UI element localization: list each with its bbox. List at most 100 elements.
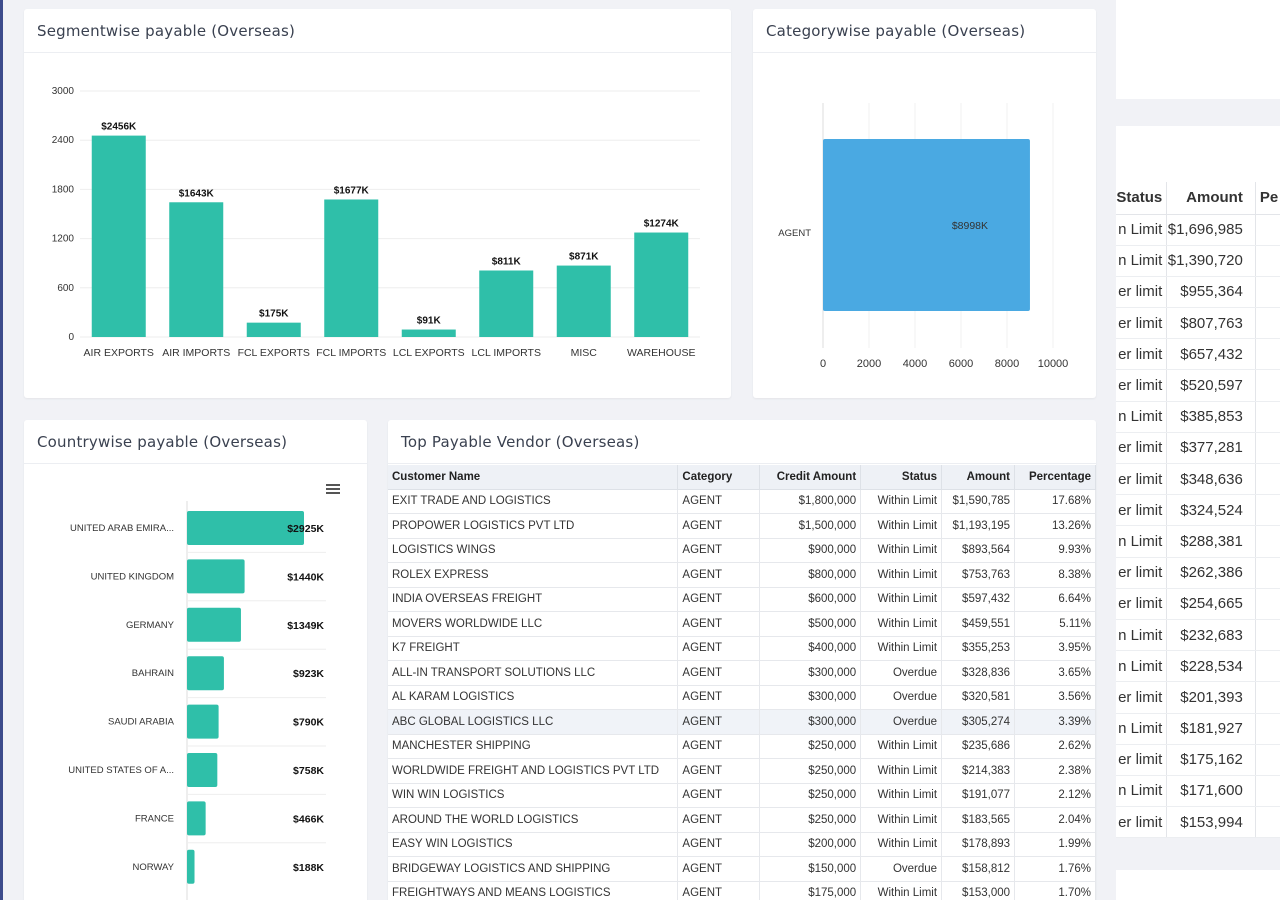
table-row[interactable]: PROPOWER LOGISTICS PVT LTD AGENT $1,500,00… — [388, 513, 1096, 539]
cell-status: Within Limit — [860, 881, 943, 900]
col-amount[interactable]: Amount — [941, 465, 1016, 490]
table-row[interactable]: er limit $324,524 — [1116, 494, 1280, 527]
table-row[interactable]: n Limit $1,390,720 — [1116, 245, 1280, 277]
x-tick-label: 0 — [820, 358, 826, 370]
table-row[interactable]: er limit $262,386 — [1116, 557, 1280, 589]
cell-credit-amount: $300,000 — [759, 685, 862, 710]
country-label: BAHRAIN — [132, 668, 174, 679]
cell-status: er limit — [1116, 338, 1168, 371]
country-bar — [187, 801, 206, 836]
table-row[interactable]: BRIDGEWAY LOGISTICS AND SHIPPING AGENT $15… — [388, 856, 1096, 882]
cell-percentage — [1255, 369, 1280, 402]
cell-amount: $153,000 — [941, 881, 1016, 900]
table-row[interactable]: er limit $254,665 — [1116, 588, 1280, 620]
cell-category: AGENT — [677, 489, 761, 514]
table-row[interactable]: EASY WIN LOGISTICS AGENT $200,000 Within Li… — [388, 832, 1096, 857]
cell-status: n Limit — [1116, 619, 1168, 652]
cell-category: AGENT — [677, 758, 761, 784]
cell-status: er limit — [1116, 463, 1168, 496]
col-category[interactable]: Category — [677, 465, 761, 490]
cell-amount: $178,893 — [941, 832, 1016, 857]
cell-customer-name: AROUND THE WORLD LOGISTICS — [388, 807, 679, 833]
bar-value-label: $175K — [259, 309, 289, 320]
cell-customer-name: LOGISTICS WINGS — [388, 538, 679, 563]
cell-amount: $1,390,720 — [1166, 245, 1256, 277]
cell-category: AGENT — [677, 636, 761, 661]
table-row[interactable]: n Limit $232,683 — [1116, 619, 1280, 652]
col-percentage[interactable]: Percentage — [1014, 465, 1096, 490]
cell-amount: $262,386 — [1166, 557, 1256, 589]
table-row[interactable]: FREIGHTWAYS AND MEANS LOGISTICS AGENT $175… — [388, 881, 1096, 900]
table-row[interactable]: K7 FREIGHT AGENT $400,000 Within Limit $355,… — [388, 636, 1096, 661]
table-row[interactable]: er limit $520,597 — [1116, 369, 1280, 402]
cell-percentage: 2.04% — [1014, 807, 1096, 833]
cell-percentage — [1255, 463, 1280, 496]
table-row[interactable]: n Limit $181,927 — [1116, 713, 1280, 745]
table-row[interactable]: WORLDWIDE FREIGHT AND LOGISTICS PVT LTD A… — [388, 758, 1096, 784]
cell-amount: $385,853 — [1166, 401, 1256, 433]
country-label: FRANCE — [135, 813, 174, 824]
table-row[interactable]: LOGISTICS WINGS AGENT $900,000 Within Limit… — [388, 538, 1096, 563]
table-row[interactable]: n Limit $385,853 — [1116, 401, 1280, 433]
table-row[interactable]: n Limit $288,381 — [1116, 525, 1280, 558]
y-tick-label: 1800 — [52, 184, 75, 195]
right-col-amount[interactable]: Amount — [1166, 182, 1256, 215]
table-row[interactable]: AL KARAM LOGISTICS AGENT $300,000 Overdue $3… — [388, 685, 1096, 710]
table-row[interactable]: ALL-IN TRANSPORT SOLUTIONS LLC AGENT $300,… — [388, 660, 1096, 686]
bar-agent — [823, 139, 1030, 311]
y-category-label: AGENT — [778, 228, 811, 239]
cell-percentage — [1255, 619, 1280, 652]
bar-fcl-imports — [324, 199, 379, 337]
table-row[interactable]: n Limit $171,600 — [1116, 775, 1280, 808]
table-row[interactable]: MANCHESTER SHIPPING AGENT $250,000 Within L… — [388, 734, 1096, 759]
table-row[interactable]: ROLEX EXPRESS AGENT $800,000 Within Limit $7… — [388, 562, 1096, 588]
table-row[interactable]: er limit $955,364 — [1116, 276, 1280, 309]
bar-air-imports — [169, 202, 224, 337]
right-col-status[interactable]: Status — [1116, 182, 1168, 215]
table-row[interactable]: WIN WIN LOGISTICS AGENT $250,000 Within Lim… — [388, 783, 1096, 808]
bar-value-label: $1643K — [179, 188, 215, 199]
col-status[interactable]: Status — [860, 465, 943, 490]
right-col-percentage[interactable]: Pe — [1255, 182, 1280, 215]
table-row[interactable]: ABC GLOBAL LOGISTICS LLC AGENT $300,000 Ove… — [388, 709, 1096, 735]
table-row[interactable]: er limit $348,636 — [1116, 463, 1280, 496]
table-row[interactable]: er limit $807,763 — [1116, 307, 1280, 340]
col-customer-name[interactable]: Customer Name — [388, 465, 679, 490]
cell-amount: $348,636 — [1166, 463, 1256, 496]
cell-percentage: 1.99% — [1014, 832, 1096, 857]
table-row[interactable]: er limit $377,281 — [1116, 432, 1280, 465]
cell-credit-amount: $800,000 — [759, 562, 862, 588]
y-tick-label: 2400 — [52, 135, 75, 146]
table-row[interactable]: INDIA OVERSEAS FREIGHT AGENT $600,000 Withi… — [388, 587, 1096, 612]
table-row[interactable]: AROUND THE WORLD LOGISTICS AGENT $250,000 W… — [388, 807, 1096, 833]
cell-customer-name: FREIGHTWAYS AND MEANS LOGISTICS — [388, 881, 679, 900]
table-row[interactable]: er limit $201,393 — [1116, 681, 1280, 714]
right-table-header: Status Amount Pe — [1116, 182, 1280, 215]
table-row[interactable]: EXIT TRADE AND LOGISTICS AGENT $1,800,000 W… — [388, 489, 1096, 514]
table-row[interactable]: n Limit $228,534 — [1116, 650, 1280, 683]
cell-amount: $324,524 — [1166, 494, 1256, 527]
cell-amount: $1,590,785 — [941, 489, 1016, 514]
table-row[interactable]: MOVERS WORLDWIDE LLC AGENT $500,000 Within … — [388, 611, 1096, 637]
cell-percentage: 9.93% — [1014, 538, 1096, 563]
table-row[interactable]: n Limit $1,696,985 — [1116, 214, 1280, 246]
table-row[interactable]: er limit $175,162 — [1116, 744, 1280, 776]
cell-credit-amount: $250,000 — [759, 807, 862, 833]
cell-category: AGENT — [677, 660, 761, 686]
cell-credit-amount: $1,800,000 — [759, 489, 862, 514]
cell-customer-name: ROLEX EXPRESS — [388, 562, 679, 588]
cell-amount: $254,665 — [1166, 588, 1256, 620]
cell-category: AGENT — [677, 709, 761, 735]
cell-amount: $288,381 — [1166, 525, 1256, 558]
cell-credit-amount: $200,000 — [759, 832, 862, 857]
cell-amount: $320,581 — [941, 685, 1016, 710]
cell-amount: $377,281 — [1166, 432, 1256, 465]
cell-amount: $355,253 — [941, 636, 1016, 661]
countrywise-title: Countrywise payable (Overseas) — [24, 420, 367, 464]
col-credit-amount[interactable]: Credit Amount — [759, 465, 862, 490]
table-row[interactable]: er limit $153,994 — [1116, 806, 1280, 839]
table-row[interactable]: er limit $657,432 — [1116, 338, 1280, 371]
bar-value-label: $8998K — [952, 220, 988, 232]
chart-menu-icon[interactable] — [326, 484, 340, 494]
cell-customer-name: ABC GLOBAL LOGISTICS LLC — [388, 709, 679, 735]
